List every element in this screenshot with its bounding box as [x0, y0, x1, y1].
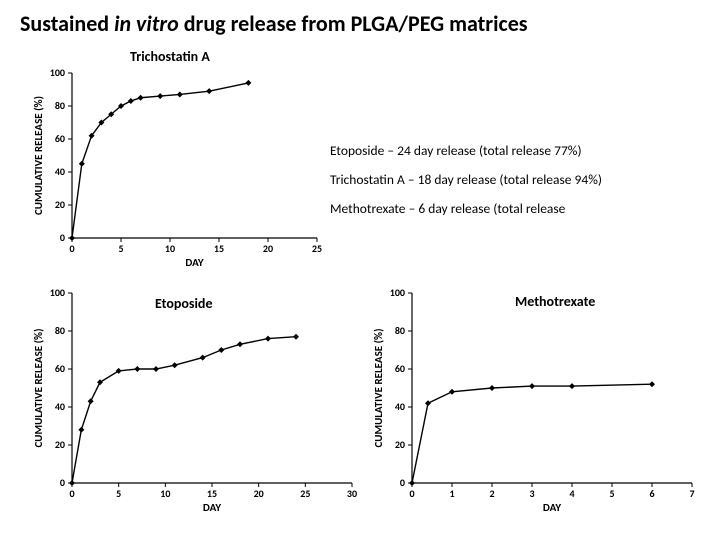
title-pre: Sustained: [20, 10, 114, 37]
chart-label-trichostatin: Trichostatin A: [130, 48, 210, 65]
svg-text:0: 0: [69, 487, 74, 500]
svg-text:25: 25: [312, 242, 322, 255]
chart-trichostatin: 0 20 40 60 80 100 0 5 10 15 20 25 DAY CUMULATIVE RELE…: [30, 65, 325, 270]
svg-text:5: 5: [609, 487, 614, 500]
svg-text:3: 3: [529, 487, 534, 500]
title-post: drug release from PLGA/PEG matrices: [179, 10, 528, 37]
svg-text:10: 10: [165, 242, 175, 255]
note-trichostatin: Trichostatin A – 18 day release (total r…: [330, 169, 602, 192]
svg-text:100: 100: [50, 286, 65, 299]
svg-text:10: 10: [160, 487, 170, 500]
svg-text:0: 0: [60, 476, 65, 489]
svg-text:40: 40: [55, 400, 65, 413]
svg-text:DAY: DAY: [185, 256, 203, 269]
chart-etoposide: 0 20 40 60 80 100 0 5 10 15 20 25 30 DAY CUMULATIVE RE…: [30, 285, 360, 515]
svg-text:20: 20: [55, 438, 65, 451]
svg-text:CUMULATIVE RELEASE (%): CUMULATIVE RELEASE (%): [32, 328, 45, 447]
svg-text:30: 30: [347, 487, 357, 500]
svg-text:7: 7: [689, 487, 694, 500]
svg-text:40: 40: [395, 400, 405, 413]
svg-text:DAY: DAY: [203, 501, 221, 514]
svg-text:5: 5: [116, 487, 121, 500]
release-notes: Etoposide – 24 day release (total releas…: [330, 140, 602, 221]
title-italic: in vitro: [114, 10, 179, 37]
svg-text:1: 1: [449, 487, 454, 500]
svg-text:80: 80: [55, 99, 65, 112]
svg-text:40: 40: [55, 165, 65, 178]
svg-text:4: 4: [569, 487, 574, 500]
svg-text:0: 0: [60, 231, 65, 244]
svg-text:20: 20: [254, 487, 264, 500]
svg-text:20: 20: [55, 198, 65, 211]
svg-text:80: 80: [55, 324, 65, 337]
top-row: Trichostatin A 0 20 40 60 80 100 0 5 10 15 20 25 DAY…: [0, 45, 720, 285]
svg-text:15: 15: [207, 487, 217, 500]
note-etoposide: Etoposide – 24 day release (total releas…: [330, 140, 602, 163]
svg-text:0: 0: [69, 242, 74, 255]
svg-text:0: 0: [409, 487, 414, 500]
svg-text:20: 20: [395, 438, 405, 451]
svg-text:6: 6: [649, 487, 654, 500]
svg-text:60: 60: [395, 362, 405, 375]
svg-text:60: 60: [55, 362, 65, 375]
svg-text:0: 0: [400, 476, 405, 489]
chart-methotrexate: 0 20 40 60 80 100 0 1 2 3 4 5 6 7 DAY CUMULATIVE RELEAS…: [370, 285, 700, 515]
svg-text:60: 60: [55, 132, 65, 145]
svg-text:100: 100: [50, 66, 65, 79]
svg-text:15: 15: [214, 242, 224, 255]
svg-text:20: 20: [263, 242, 273, 255]
svg-text:2: 2: [489, 487, 494, 500]
svg-text:80: 80: [395, 324, 405, 337]
svg-text:DAY: DAY: [543, 501, 561, 514]
bottom-row: Etoposide 020406080100051015202530DAYCUM…: [0, 285, 720, 525]
svg-text:25: 25: [300, 487, 310, 500]
page-title: Sustained in vitro drug release from PLG…: [0, 0, 720, 45]
svg-text:CUMULATIVE RELEASE (%): CUMULATIVE RELEASE (%): [32, 96, 45, 215]
svg-text:5: 5: [118, 242, 123, 255]
note-methotrexate: Methotrexate – 6 day release (total rele…: [330, 198, 602, 221]
svg-text:100: 100: [390, 286, 405, 299]
svg-text:CUMULATIVE RELEASE (%): CUMULATIVE RELEASE (%): [372, 328, 385, 447]
